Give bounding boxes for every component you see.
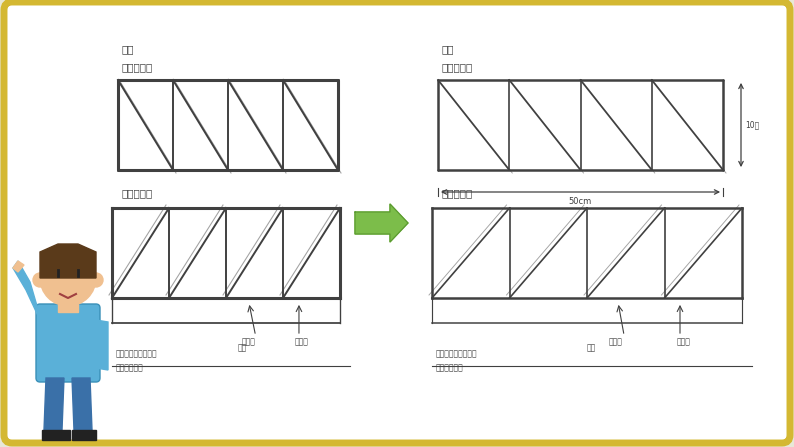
Polygon shape — [96, 320, 108, 370]
Polygon shape — [13, 261, 24, 272]
Text: 小木棐: 小木棐 — [295, 337, 308, 346]
Polygon shape — [42, 430, 70, 440]
Text: 小木棐: 小木棐 — [677, 337, 691, 346]
FancyBboxPatch shape — [36, 304, 100, 382]
Text: 桥的一面：: 桥的一面： — [442, 62, 473, 72]
Polygon shape — [40, 244, 96, 278]
Polygon shape — [355, 204, 408, 242]
Circle shape — [33, 273, 47, 287]
Text: 桥：: 桥： — [122, 44, 134, 54]
Polygon shape — [13, 261, 44, 330]
Text: 桥：: 桥： — [442, 44, 454, 54]
Text: 桥另一面：: 桥另一面： — [122, 188, 153, 198]
Circle shape — [40, 250, 96, 306]
Text: （桥两面组件起来）: （桥两面组件起来） — [116, 349, 158, 358]
Text: 设计人：宋洋: 设计人：宋洋 — [116, 363, 144, 372]
Polygon shape — [72, 430, 96, 440]
Circle shape — [89, 273, 103, 287]
Polygon shape — [58, 304, 78, 312]
Text: 50cm: 50cm — [569, 197, 592, 206]
Text: 10厕: 10厕 — [745, 121, 759, 130]
Text: 汉字: 汉字 — [587, 343, 596, 352]
Text: 弓手樱: 弓手樱 — [242, 337, 256, 346]
Polygon shape — [72, 378, 92, 430]
FancyBboxPatch shape — [4, 2, 790, 443]
Polygon shape — [44, 378, 64, 430]
Text: 设计人：宋洋: 设计人：宋洋 — [436, 363, 464, 372]
Text: （桥两面组件起来）: （桥两面组件起来） — [436, 349, 478, 358]
Text: 桥另一面：: 桥另一面： — [442, 188, 473, 198]
Text: 桥的一面：: 桥的一面： — [122, 62, 153, 72]
Text: 汉字: 汉字 — [237, 343, 247, 352]
Text: 弓手樱: 弓手樱 — [609, 337, 622, 346]
